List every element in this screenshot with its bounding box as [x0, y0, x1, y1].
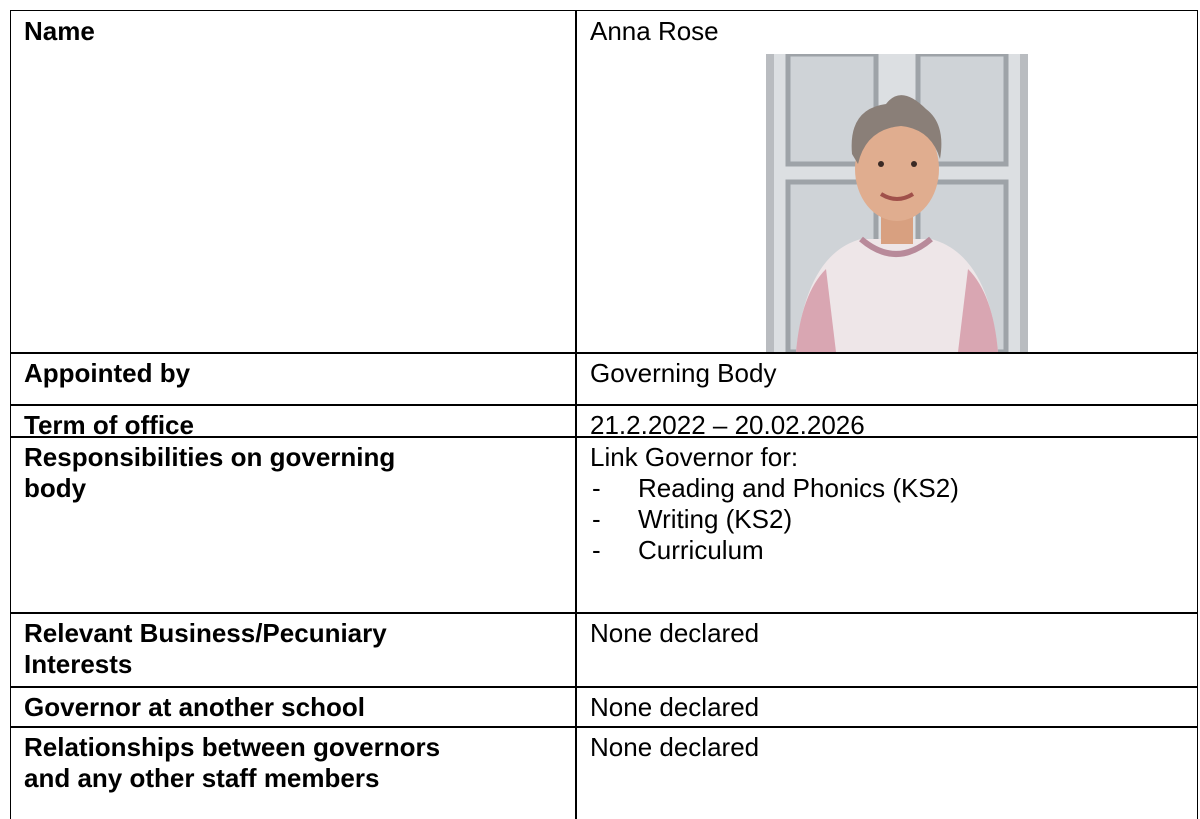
- list-item: Curriculum: [638, 535, 764, 565]
- value-cell: [575, 352, 1198, 406]
- label-cell: [10, 612, 577, 688]
- row-value: Anna Rose: [590, 16, 719, 46]
- row-label: and any other staff members: [24, 763, 380, 793]
- list-bullet: -: [592, 504, 601, 534]
- list-item: Writing (KS2): [638, 504, 793, 534]
- row-value: Governing Body: [590, 358, 777, 388]
- value-cell: [575, 436, 1198, 614]
- label-cell: [10, 10, 577, 354]
- portrait-photo: [766, 54, 1028, 352]
- row-label: Appointed by: [24, 358, 191, 388]
- row-value: Link Governor for:: [590, 442, 799, 472]
- label-cell: [10, 436, 577, 614]
- row-label: Relationships between governors: [24, 732, 441, 762]
- list-item: Reading and Phonics (KS2): [638, 473, 959, 503]
- value-cell: [575, 612, 1198, 688]
- row-value: None declared: [590, 692, 760, 722]
- value-cell: [575, 726, 1198, 819]
- value-cell: [575, 686, 1198, 728]
- row-label: Term of office: [24, 410, 194, 440]
- row-label: Governor at another school: [24, 692, 365, 722]
- row-label: Relevant Business/Pecuniary: [24, 618, 387, 648]
- label-cell: [10, 352, 577, 406]
- value-cell: [575, 10, 1198, 354]
- label-cell: [10, 686, 577, 728]
- row-label: Responsibilities on governing: [24, 442, 396, 472]
- row-value: None declared: [590, 618, 760, 648]
- row-value: None declared: [590, 732, 760, 762]
- list-bullet: -: [592, 473, 601, 503]
- label-cell: [10, 404, 577, 438]
- label-cell: [10, 726, 577, 819]
- row-label: body: [24, 473, 87, 503]
- list-bullet: -: [592, 535, 601, 565]
- row-label: Interests: [24, 649, 133, 679]
- row-value: 21.2.2022 – 20.02.2026: [590, 410, 865, 440]
- value-cell: [575, 404, 1198, 438]
- row-label: Name: [24, 16, 95, 46]
